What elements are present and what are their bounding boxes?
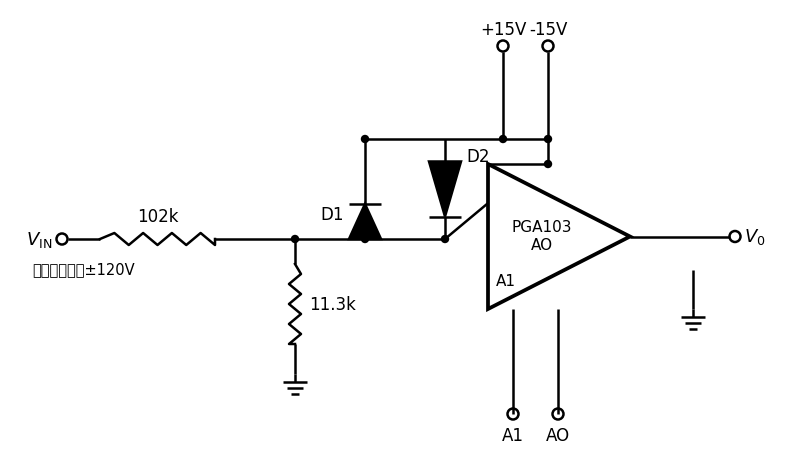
- Text: 102k: 102k: [137, 208, 179, 226]
- Text: 接收输入可达±120V: 接收输入可达±120V: [32, 261, 135, 277]
- Circle shape: [545, 161, 552, 168]
- Text: D2: D2: [466, 148, 489, 166]
- Circle shape: [441, 236, 449, 243]
- Text: AO: AO: [546, 426, 570, 444]
- Text: D1: D1: [320, 206, 344, 224]
- Circle shape: [545, 136, 552, 143]
- Text: 11.3k: 11.3k: [309, 296, 356, 313]
- Circle shape: [361, 236, 368, 243]
- Polygon shape: [429, 162, 461, 217]
- Polygon shape: [349, 205, 381, 239]
- Text: +15V: +15V: [480, 21, 526, 39]
- Text: A1: A1: [496, 274, 516, 289]
- Text: $V_{\mathrm{IN}}$: $V_{\mathrm{IN}}$: [26, 229, 52, 249]
- Text: AO: AO: [531, 238, 553, 252]
- Circle shape: [500, 136, 506, 143]
- Text: -15V: -15V: [529, 21, 567, 39]
- Circle shape: [361, 136, 368, 143]
- Text: $V_0$: $V_0$: [744, 227, 766, 247]
- Text: PGA103: PGA103: [512, 219, 572, 235]
- Circle shape: [292, 236, 299, 243]
- Text: A1: A1: [502, 426, 524, 444]
